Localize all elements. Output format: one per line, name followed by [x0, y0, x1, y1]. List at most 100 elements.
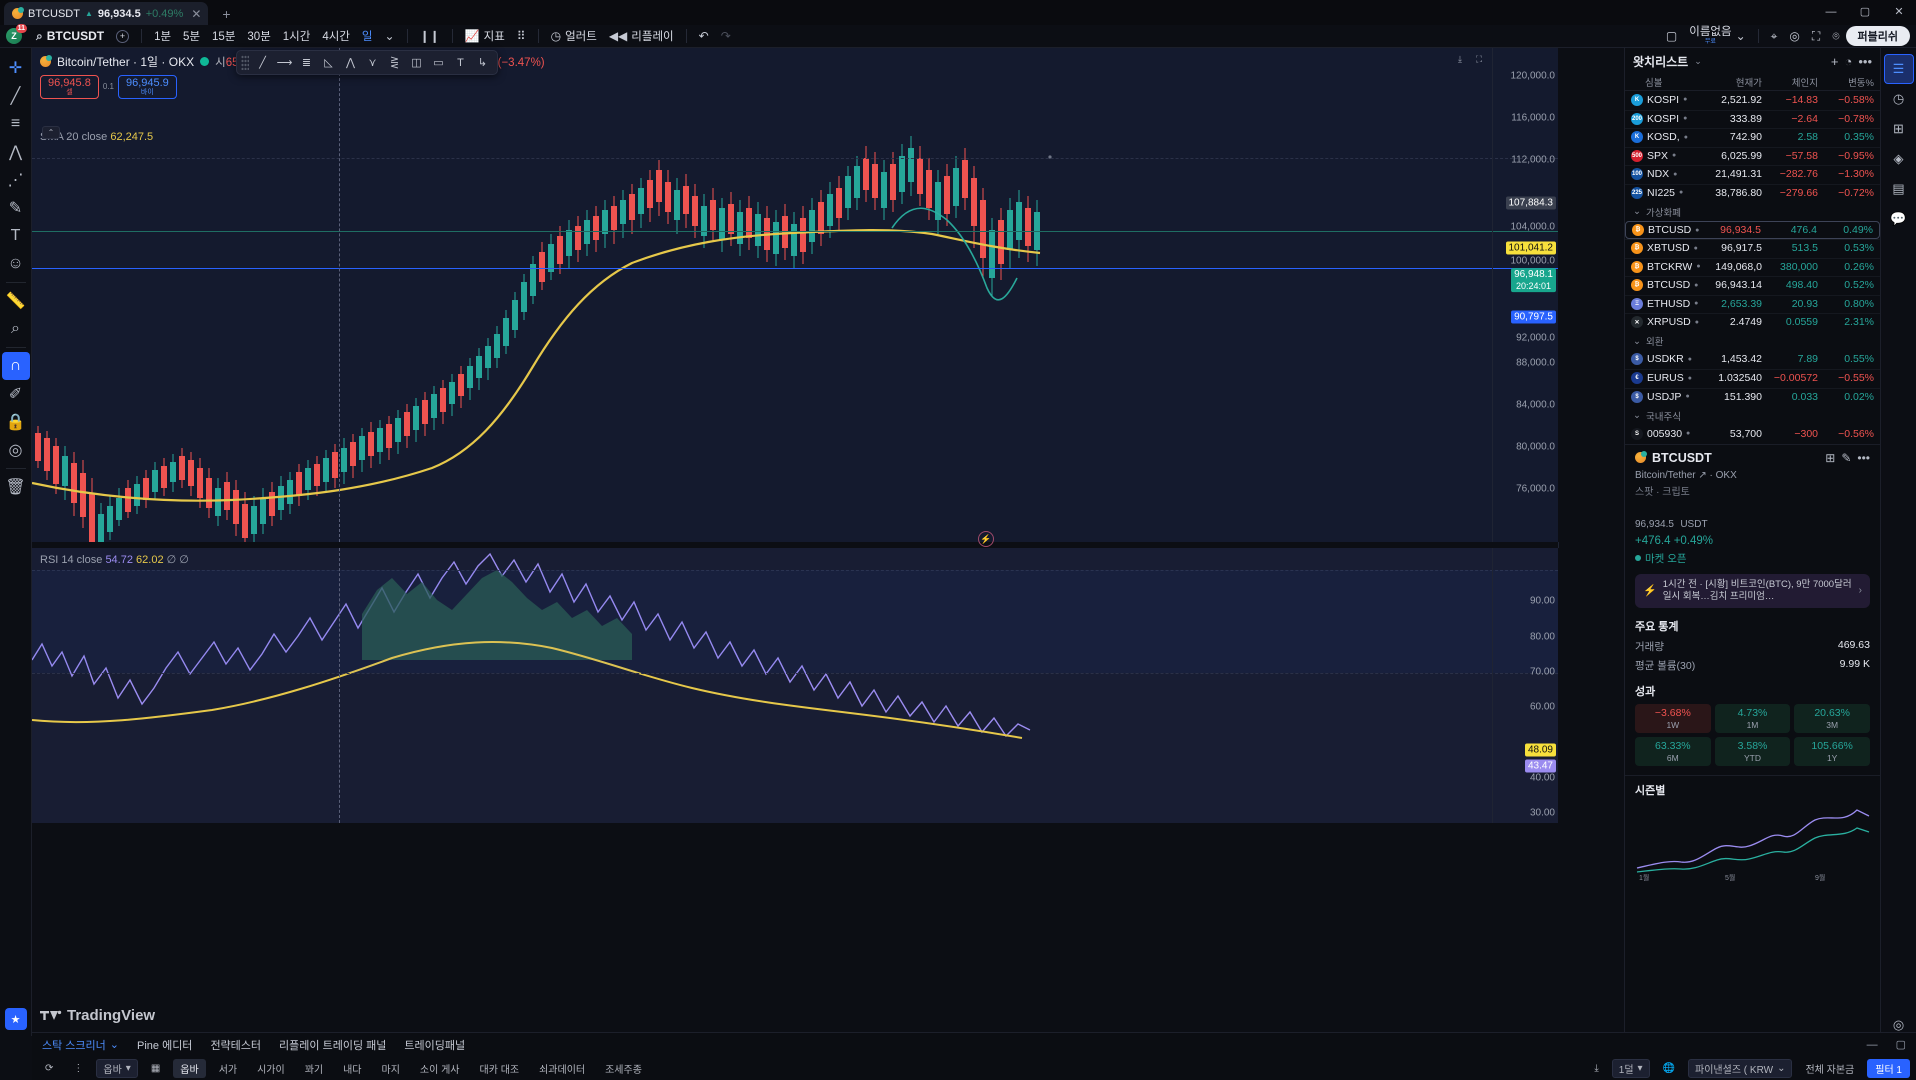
refresh-icon[interactable]: ⟳: [45, 1063, 54, 1074]
rsi-axis[interactable]: 90.00 80.00 70.00 60.00 40.00 30.00 48.0…: [1492, 548, 1558, 823]
quick-search-button[interactable]: ⌖: [1765, 27, 1784, 46]
favorite-drawings-icon[interactable]: ★: [4, 1008, 27, 1030]
maximize-button[interactable]: ▢: [1859, 6, 1871, 18]
watchlist-icon[interactable]: ☰: [1883, 54, 1914, 84]
screener-column-7[interactable]: 대카 대조: [479, 1065, 520, 1076]
sma-legend[interactable]: SMA 20 close 62,247.5: [40, 131, 545, 143]
trend-based-fib-icon[interactable]: ⋛: [389, 57, 400, 69]
alerts-button[interactable]: ◷ 얼러트: [545, 26, 603, 46]
add-to-watchlist-icon[interactable]: ⊞: [1893, 121, 1904, 136]
filter-button[interactable]: 필터 1: [1867, 1059, 1910, 1078]
zigzag-icon[interactable]: ⋀: [345, 57, 356, 69]
hide-drawings-icon[interactable]: ◎: [8, 442, 23, 459]
screener-column-5[interactable]: 마지: [381, 1065, 400, 1076]
stay-in-draw-mode-icon[interactable]: ✐: [8, 386, 23, 403]
sell-box[interactable]: 96,945.8 셀: [40, 75, 99, 99]
pie-chart-icon[interactable]: ◔: [1844, 53, 1853, 69]
watchlist-row[interactable]: Ξ ETHUSD ● 2,653.39 20.93 0.80%: [1625, 294, 1880, 314]
watchlist-row[interactable]: S 005930 ● 53,700 −300 −0.56%: [1625, 425, 1880, 444]
interval-1m[interactable]: 1분: [154, 31, 172, 43]
edit-icon[interactable]: ✎: [1841, 450, 1852, 465]
interval-1d[interactable]: 일: [361, 31, 373, 43]
add-symbol-button[interactable]: +: [110, 28, 135, 45]
fib-retracement-icon[interactable]: ⋰: [7, 172, 24, 189]
rsi-legend[interactable]: RSI 14 close 54.72 62.02 ∅ ∅: [40, 553, 189, 566]
text-tool-icon[interactable]: T: [457, 56, 464, 69]
emoji-icon[interactable]: ☺: [7, 255, 24, 272]
price-pane[interactable]: Bitcoin/Tether · 1일 · OKX 시65,603.6 고65,…: [32, 48, 1558, 547]
templates-button[interactable]: ⠿: [511, 27, 532, 45]
symbol-search-button[interactable]: ⌕ BTCUSDT: [30, 27, 110, 46]
column-change[interactable]: 체인지: [1791, 78, 1818, 89]
row-count-select[interactable]: 1덜 ▾: [1611, 1059, 1650, 1078]
chart-style-button[interactable]: ❙❙: [414, 27, 446, 45]
maximize-pane-icon[interactable]: ⛶: [1475, 53, 1483, 64]
buy-box[interactable]: 96,945.9 바이: [117, 75, 177, 99]
redo-button[interactable]: ↷: [715, 27, 737, 45]
watchlist-row[interactable]: 200 KOSPI ● 333.89 −2.64 −0.78%: [1625, 109, 1880, 129]
settings-button[interactable]: ◎: [1783, 27, 1805, 45]
watchlist-section-header[interactable]: ⌄ 외환: [1625, 332, 1880, 351]
new-tab-button[interactable]: +: [222, 6, 231, 22]
replay-button[interactable]: ◀◀ 리플레이: [603, 26, 680, 46]
signpost-icon[interactable]: ↳: [477, 57, 488, 69]
screener-column-4[interactable]: 내다: [343, 1065, 362, 1076]
brush-icon[interactable]: ✎: [8, 200, 23, 217]
watchlist-body[interactable]: K KOSPI ● 2,521.92 −14.83 −0.58% 200 KOSPI ● 333.…: [1625, 91, 1880, 444]
more-menu-icon[interactable]: ⋮: [73, 1063, 84, 1074]
scale-reset-icon[interactable]: ⤓: [1458, 53, 1462, 64]
layout-name-button[interactable]: 이름없음 무료 ⌄: [1683, 25, 1751, 47]
external-link-icon[interactable]: ↗: [1698, 469, 1707, 481]
screener-column-2[interactable]: 시가이: [257, 1065, 285, 1076]
watchlist-row[interactable]: ₿ XBTUSD ● 96,917.5 513.5 0.53%: [1625, 239, 1880, 258]
minimize-button[interactable]: —: [1825, 6, 1837, 18]
tab-strategy-tester[interactable]: 전략테스터: [210, 1039, 262, 1052]
close-window-button[interactable]: ✕: [1894, 6, 1904, 18]
chat-icon[interactable]: 💬: [1890, 211, 1907, 226]
drag-handle-icon[interactable]: [241, 55, 249, 70]
zoom-in-icon[interactable]: ⌕: [11, 320, 20, 337]
chart-container[interactable]: Bitcoin/Tether · 1일 · OKX 시65,603.6 고65,…: [32, 48, 1624, 1036]
globe-icon[interactable]: 🌐: [1662, 1063, 1676, 1074]
screener-column-9[interactable]: 조세주종: [605, 1065, 642, 1076]
chevron-down-icon[interactable]: ⌄: [1694, 55, 1702, 66]
layers-icon[interactable]: ◈: [1893, 151, 1904, 166]
measure-ruler-icon[interactable]: 📏: [5, 293, 26, 310]
interval-dropdown[interactable]: ⌄: [379, 27, 401, 45]
parallel-channel-icon[interactable]: ≣: [301, 57, 312, 69]
watchlist-row[interactable]: K KOSD, ● 742.90 2.58 0.35%: [1625, 128, 1880, 147]
tab-pine-editor[interactable]: Pine 에디터: [137, 1039, 193, 1052]
save-layout-button[interactable]: ▢: [1660, 27, 1683, 45]
price-axis[interactable]: 120,000.0 116,000.0 112,000.0 104,000.0 …: [1492, 48, 1558, 542]
remove-drawings-icon[interactable]: 🗑: [5, 479, 26, 496]
collapse-legend-button[interactable]: ⌃: [42, 126, 60, 139]
download-icon[interactable]: ⤓: [1594, 1063, 1599, 1074]
lock-drawings-icon[interactable]: 🔒: [5, 414, 26, 431]
tab-stock-screener[interactable]: 스탁 스크리너 ⌄: [42, 1037, 119, 1053]
column-last[interactable]: 현재가: [1735, 78, 1762, 89]
column-symbol[interactable]: 심볼: [1645, 78, 1663, 89]
cross-cursor-icon[interactable]: ✛: [8, 60, 23, 77]
magnet-icon[interactable]: ∩: [1, 352, 30, 380]
screener-column-3[interactable]: 꽈기: [304, 1065, 324, 1076]
news-card[interactable]: ⚡ 1시간 전 · [시황] 비트코인(BTC), 9만 7000달러 일시 회…: [1635, 573, 1870, 609]
interval-15m[interactable]: 15분: [212, 31, 236, 43]
watchlist-section-header[interactable]: ⌄ 국내주식: [1625, 406, 1880, 425]
watchlist-row[interactable]: K KOSPI ● 2,521.92 −14.83 −0.58%: [1625, 91, 1880, 110]
watchlist-row[interactable]: ✕ XRPUSD ● 2.4749 0.0559 2.31%: [1625, 313, 1880, 332]
user-avatar[interactable]: Z 11: [6, 24, 27, 44]
watchlist-row[interactable]: ₿ BTCKRW ● 149,068,0 380,000 0.26%: [1625, 257, 1880, 277]
elliott-wave-icon[interactable]: ⋎: [368, 57, 377, 69]
alerts-clock-icon[interactable]: ◷: [1892, 91, 1905, 106]
screener-column-6[interactable]: 소이 게사: [419, 1065, 460, 1076]
forecast-icon[interactable]: ◫: [411, 57, 422, 69]
grid-icon[interactable]: ⊞: [1825, 450, 1836, 465]
undo-button[interactable]: ↶: [693, 27, 715, 45]
minimize-panel-button[interactable]: —: [1866, 1038, 1878, 1051]
watchlist-row[interactable]: $ USDJP ● 151.390 0.033 0.02%: [1625, 387, 1880, 407]
interval-30m[interactable]: 30분: [247, 31, 271, 43]
publish-button[interactable]: 퍼블리쉬: [1845, 26, 1910, 46]
column-change-pct[interactable]: 변동%: [1848, 78, 1874, 89]
watchlist-row[interactable]: 225 NI225 ● 38,786.80 −279.66 −0.72%: [1625, 183, 1880, 203]
screener-preset-select[interactable]: 옵바 ▾: [96, 1059, 138, 1078]
